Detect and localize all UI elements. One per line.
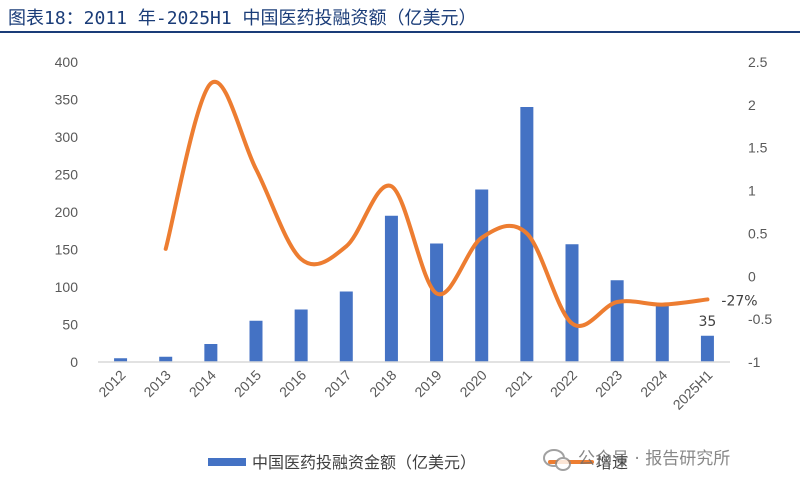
x-tick-label: 2016 bbox=[276, 367, 309, 400]
chart-title: 图表18：2011 年-2025H1 中国医药投融资额（亿美元） bbox=[8, 8, 477, 29]
right-tick-label: 2.5 bbox=[748, 54, 768, 70]
left-axis-ticks: 0 50 100 150 200 250 300 350 400 bbox=[55, 54, 79, 370]
bar-2022 bbox=[565, 244, 579, 362]
left-tick-label: 350 bbox=[55, 92, 79, 108]
x-axis-ticks: 2012 2013 2014 2015 2016 2017 2018 2019 2020 2021… bbox=[95, 367, 715, 413]
right-axis-ticks: -1 -0.5 0 0.5 1 1.5 2 2.5 bbox=[748, 54, 772, 370]
growth-rate-line bbox=[163, 79, 710, 328]
x-tick-label: 2024 bbox=[637, 367, 670, 400]
x-tick-label: 2025H1 bbox=[670, 367, 716, 413]
bar-data-label: 35 bbox=[699, 314, 717, 330]
left-tick-label: 300 bbox=[55, 129, 79, 145]
bar-2017 bbox=[339, 291, 353, 362]
right-tick-label: -1 bbox=[748, 354, 761, 370]
x-tick-label: 2022 bbox=[547, 367, 580, 400]
x-tick-label: 2021 bbox=[502, 367, 535, 400]
left-tick-label: 0 bbox=[70, 354, 78, 370]
watermark-text: 公众号 · 报告研究所 bbox=[578, 449, 730, 469]
x-tick-label: 2023 bbox=[592, 367, 625, 400]
right-tick-label: 1.5 bbox=[748, 140, 768, 156]
wechat-icon-bubble bbox=[555, 457, 571, 471]
left-tick-label: 250 bbox=[55, 167, 79, 183]
x-tick-label: 2017 bbox=[321, 367, 354, 400]
bar-2023 bbox=[610, 280, 624, 362]
bar-2012 bbox=[114, 358, 128, 362]
x-tick-label: 2019 bbox=[411, 367, 444, 400]
right-tick-label: 0 bbox=[748, 268, 756, 284]
bar-2025H1 bbox=[700, 335, 714, 362]
x-tick-label: 2020 bbox=[456, 367, 489, 400]
bar-2014 bbox=[204, 344, 218, 362]
bar-2024 bbox=[655, 303, 669, 362]
left-tick-label: 150 bbox=[55, 242, 79, 258]
bar-2013 bbox=[159, 356, 173, 362]
x-tick-label: 2012 bbox=[95, 367, 128, 400]
bar-2019 bbox=[430, 243, 444, 362]
watermark: 公众号 · 报告研究所 bbox=[543, 449, 730, 471]
bar-2015 bbox=[249, 320, 263, 362]
legend-bar-swatch bbox=[208, 458, 246, 466]
right-tick-label: 1 bbox=[748, 183, 756, 199]
bar-2020 bbox=[475, 189, 489, 362]
x-tick-label: 2014 bbox=[186, 367, 219, 400]
title-rule bbox=[0, 31, 800, 33]
left-tick-label: 200 bbox=[55, 204, 79, 220]
left-tick-label: 100 bbox=[55, 279, 79, 295]
legend-line-label: 增速 bbox=[596, 453, 628, 472]
bar-2016 bbox=[294, 309, 308, 362]
right-tick-label: -0.5 bbox=[748, 311, 772, 327]
x-tick-label: 2018 bbox=[366, 367, 399, 400]
legend-bar-label: 中国医药投融资金额（亿美元） bbox=[252, 453, 476, 472]
right-tick-label: 2 bbox=[748, 97, 756, 113]
x-tick-label: 2015 bbox=[231, 367, 264, 400]
bar-series bbox=[114, 107, 714, 362]
left-tick-label: 400 bbox=[55, 54, 79, 70]
x-tick-label: 2013 bbox=[140, 367, 173, 400]
left-tick-label: 50 bbox=[62, 317, 78, 333]
line-data-label: -27% bbox=[721, 293, 757, 309]
bar-2018 bbox=[384, 215, 398, 362]
right-tick-label: 0.5 bbox=[748, 225, 768, 241]
